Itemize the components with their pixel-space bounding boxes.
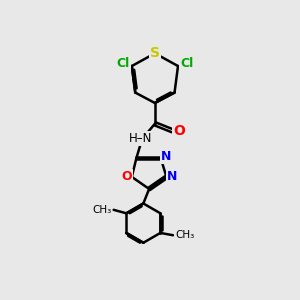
Text: Cl: Cl <box>116 57 130 70</box>
Text: S: S <box>150 46 160 60</box>
Text: O: O <box>122 170 132 183</box>
Text: O: O <box>173 124 184 138</box>
Text: H: H <box>129 132 138 145</box>
Text: CH₃: CH₃ <box>175 230 194 240</box>
Text: N: N <box>160 150 171 163</box>
Text: Cl: Cl <box>180 57 194 70</box>
Text: CH₃: CH₃ <box>92 205 112 215</box>
Text: N: N <box>139 132 148 145</box>
Text: H–N: H–N <box>129 132 153 145</box>
Text: N: N <box>167 170 177 183</box>
